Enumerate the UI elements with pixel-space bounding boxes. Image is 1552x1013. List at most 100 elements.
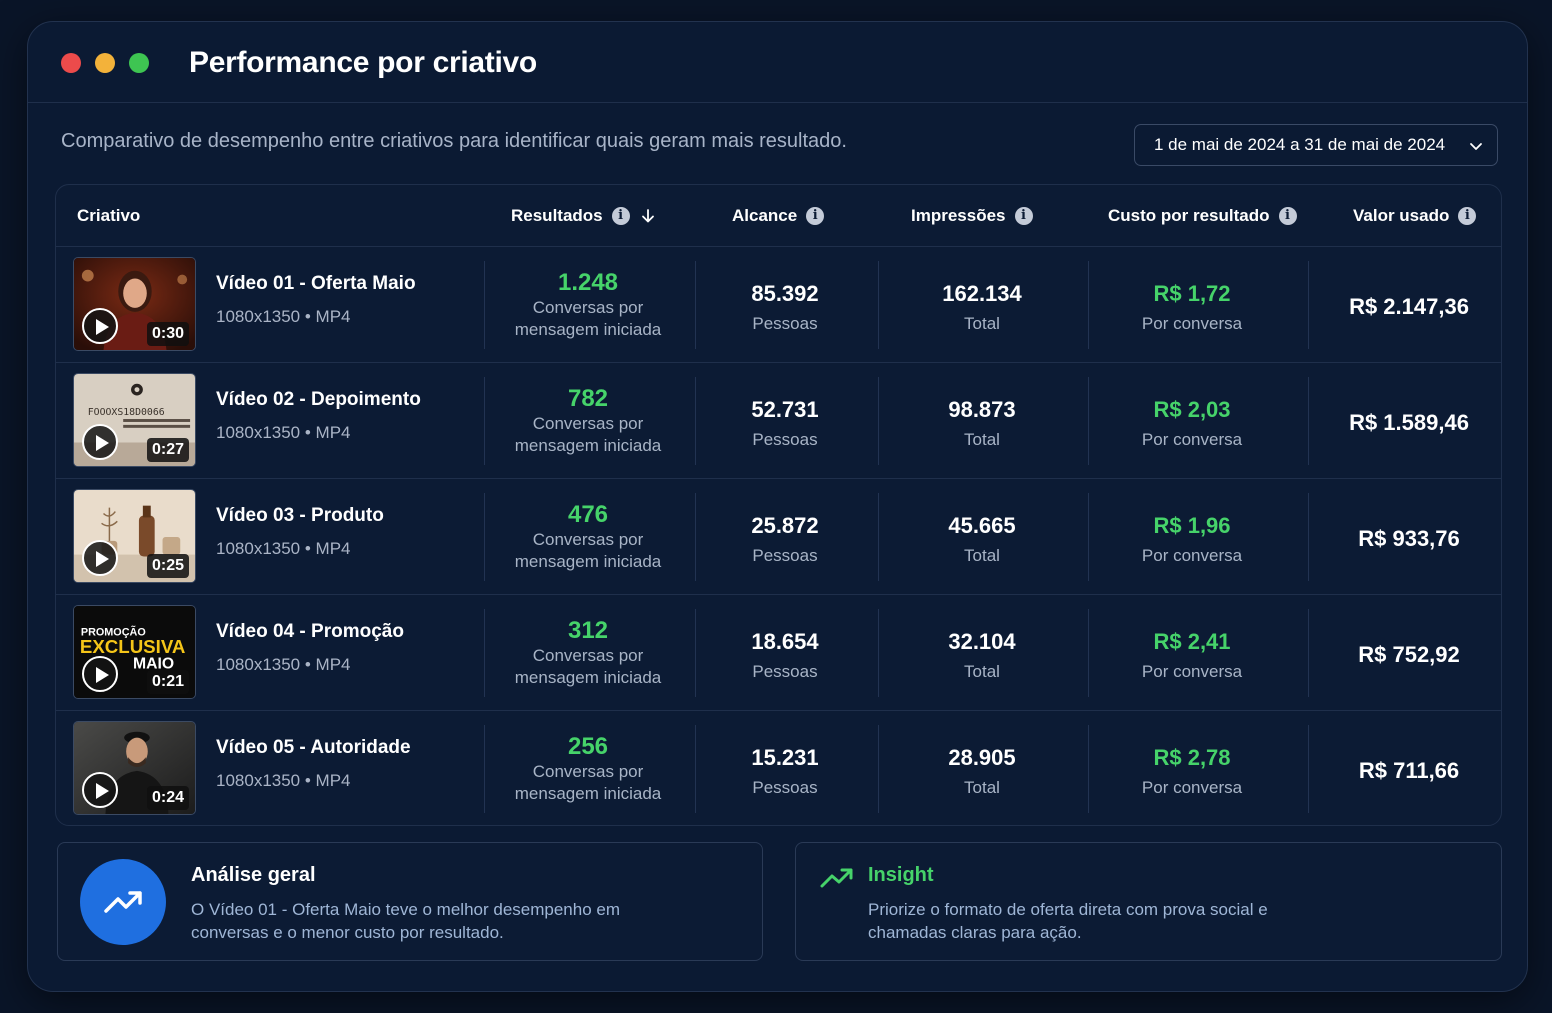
cost-cell: R$ 2,41 Por conversa (1094, 595, 1290, 711)
results-label-line2: mensagem iniciada (514, 668, 662, 687)
table-row[interactable]: 0:24 Vídeo 05 - Autoridade 1080x1350 • M… (56, 711, 1501, 825)
table-row[interactable]: 0:30 Vídeo 01 - Oferta Maio 1080x1350 • … (56, 247, 1501, 363)
info-icon[interactable]: i (1458, 207, 1477, 225)
thumbnail-text: MAIO (133, 656, 174, 673)
impressions-label: Total (964, 778, 1000, 797)
impressions-value: 28.905 (948, 745, 1016, 770)
cost-cell: R$ 2,03 Por conversa (1094, 363, 1290, 479)
reach-cell: 52.731 Pessoas (701, 363, 869, 479)
play-icon[interactable] (82, 656, 118, 692)
cost-label: Por conversa (1141, 430, 1243, 449)
cost-label: Por conversa (1141, 314, 1243, 333)
spent-value: R$ 2.147,36 (1349, 294, 1469, 319)
chevron-down-icon (1470, 143, 1482, 150)
column-header-results[interactable]: Resultados i (511, 185, 656, 247)
table-row[interactable]: PROMOÇÃO EXCLUSIVA MAIO 0:21 Vídeo 04 - … (56, 595, 1501, 711)
play-icon[interactable] (82, 308, 118, 344)
column-header-amount-spent[interactable]: Valor usado i (1353, 185, 1477, 247)
column-header-impressions[interactable]: Impressões i (911, 185, 1033, 247)
spent-cell: R$ 1.589,46 (1314, 363, 1501, 479)
minimize-window-button[interactable] (95, 53, 115, 73)
insight-title: Insight (868, 864, 934, 886)
impressions-cell: 32.104 Total (884, 595, 1080, 711)
results-cell: 782 Conversas por mensagem iniciada (488, 363, 688, 479)
creative-name[interactable]: Vídeo 01 - Oferta Maio (216, 273, 416, 294)
column-header-creative[interactable]: Criativo (77, 185, 140, 247)
video-duration: 0:27 (146, 438, 189, 462)
impressions-label: Total (964, 546, 1000, 565)
play-icon[interactable] (82, 772, 118, 808)
results-value: 476 (567, 501, 609, 528)
column-divider (1308, 261, 1309, 349)
maximize-window-button[interactable] (129, 53, 149, 73)
video-thumbnail[interactable]: 0:30 (73, 257, 196, 351)
impressions-label: Total (964, 430, 1000, 449)
date-range-picker[interactable]: 1 de mai de 2024 a 31 de mai de 2024 (1134, 124, 1498, 166)
title-bar: Performance por criativo (28, 22, 1527, 103)
creatives-table: Criativo Resultados i Alcance i Impressõ… (55, 184, 1502, 826)
creative-name[interactable]: Vídeo 02 - Depoimento (216, 389, 421, 410)
impressions-value: 45.665 (948, 513, 1016, 538)
column-header-label: Alcance (732, 206, 798, 225)
close-window-button[interactable] (61, 53, 81, 73)
reach-cell: 85.392 Pessoas (701, 247, 869, 363)
page-title: Performance por criativo (189, 46, 537, 79)
spent-value: R$ 933,76 (1358, 526, 1460, 551)
creative-name[interactable]: Vídeo 04 - Promoção (216, 621, 404, 642)
table-row[interactable]: FOOOXS18D0066 0:27 Vídeo 02 - Depoimento… (56, 363, 1501, 479)
reach-value: 18.654 (751, 629, 819, 654)
reach-label: Pessoas (752, 662, 818, 681)
creative-name[interactable]: Vídeo 03 - Produto (216, 505, 384, 526)
reach-value: 52.731 (751, 397, 819, 422)
results-cell: 476 Conversas por mensagem iniciada (488, 479, 688, 595)
spent-cell: R$ 752,92 (1314, 595, 1501, 711)
impressions-value: 162.134 (942, 281, 1022, 306)
thumbnail-text: EXCLUSIVA (80, 636, 185, 657)
spent-value: R$ 1.589,46 (1349, 410, 1469, 435)
creative-meta: 1080x1350 • MP4 (216, 423, 351, 442)
cost-cell: R$ 2,78 Por conversa (1094, 711, 1290, 825)
creative-name[interactable]: Vídeo 05 - Autoridade (216, 737, 411, 758)
video-thumbnail[interactable]: FOOOXS18D0066 0:27 (73, 373, 196, 467)
column-header-label: Resultados (511, 206, 603, 225)
results-label-line1: Conversas por (532, 414, 644, 433)
column-header-reach[interactable]: Alcance i (732, 185, 825, 247)
column-divider (1088, 377, 1089, 465)
results-label-line2: mensagem iniciada (514, 436, 662, 455)
table-row[interactable]: 0:25 Vídeo 03 - Produto 1080x1350 • MP4 … (56, 479, 1501, 595)
info-icon[interactable]: i (1278, 207, 1297, 225)
info-icon[interactable]: i (1014, 207, 1033, 225)
column-divider (484, 261, 485, 349)
column-header-cost-per-result[interactable]: Custo por resultado i (1108, 185, 1297, 247)
info-icon[interactable]: i (611, 207, 630, 225)
info-icon[interactable]: i (806, 207, 825, 225)
spent-value: R$ 711,66 (1358, 758, 1460, 783)
video-thumbnail[interactable]: 0:25 (73, 489, 196, 583)
column-divider (695, 493, 696, 581)
video-thumbnail[interactable]: 0:24 (73, 721, 196, 815)
impressions-label: Total (964, 314, 1000, 333)
reach-value: 25.872 (751, 513, 819, 538)
cost-label: Por conversa (1141, 662, 1243, 681)
cost-value: R$ 2,03 (1153, 397, 1231, 422)
table-header: Criativo Resultados i Alcance i Impressõ… (56, 185, 1501, 247)
column-divider (878, 377, 879, 465)
results-value: 1.248 (557, 269, 619, 296)
play-icon[interactable] (82, 424, 118, 460)
column-divider (695, 725, 696, 813)
reach-label: Pessoas (752, 430, 818, 449)
results-cell: 1.248 Conversas por mensagem iniciada (488, 247, 688, 363)
reach-cell: 25.872 Pessoas (701, 479, 869, 595)
trending-up-icon (820, 868, 853, 888)
column-divider (484, 609, 485, 697)
sort-down-icon[interactable] (640, 208, 656, 224)
results-label-line2: mensagem iniciada (514, 784, 662, 803)
results-label-line1: Conversas por (532, 646, 644, 665)
play-icon[interactable] (82, 540, 118, 576)
column-header-label: Custo por resultado (1108, 206, 1270, 225)
column-divider (1088, 609, 1089, 697)
video-duration: 0:30 (146, 322, 189, 346)
results-label-line1: Conversas por (532, 762, 644, 781)
video-thumbnail[interactable]: PROMOÇÃO EXCLUSIVA MAIO 0:21 (73, 605, 196, 699)
column-divider (484, 377, 485, 465)
